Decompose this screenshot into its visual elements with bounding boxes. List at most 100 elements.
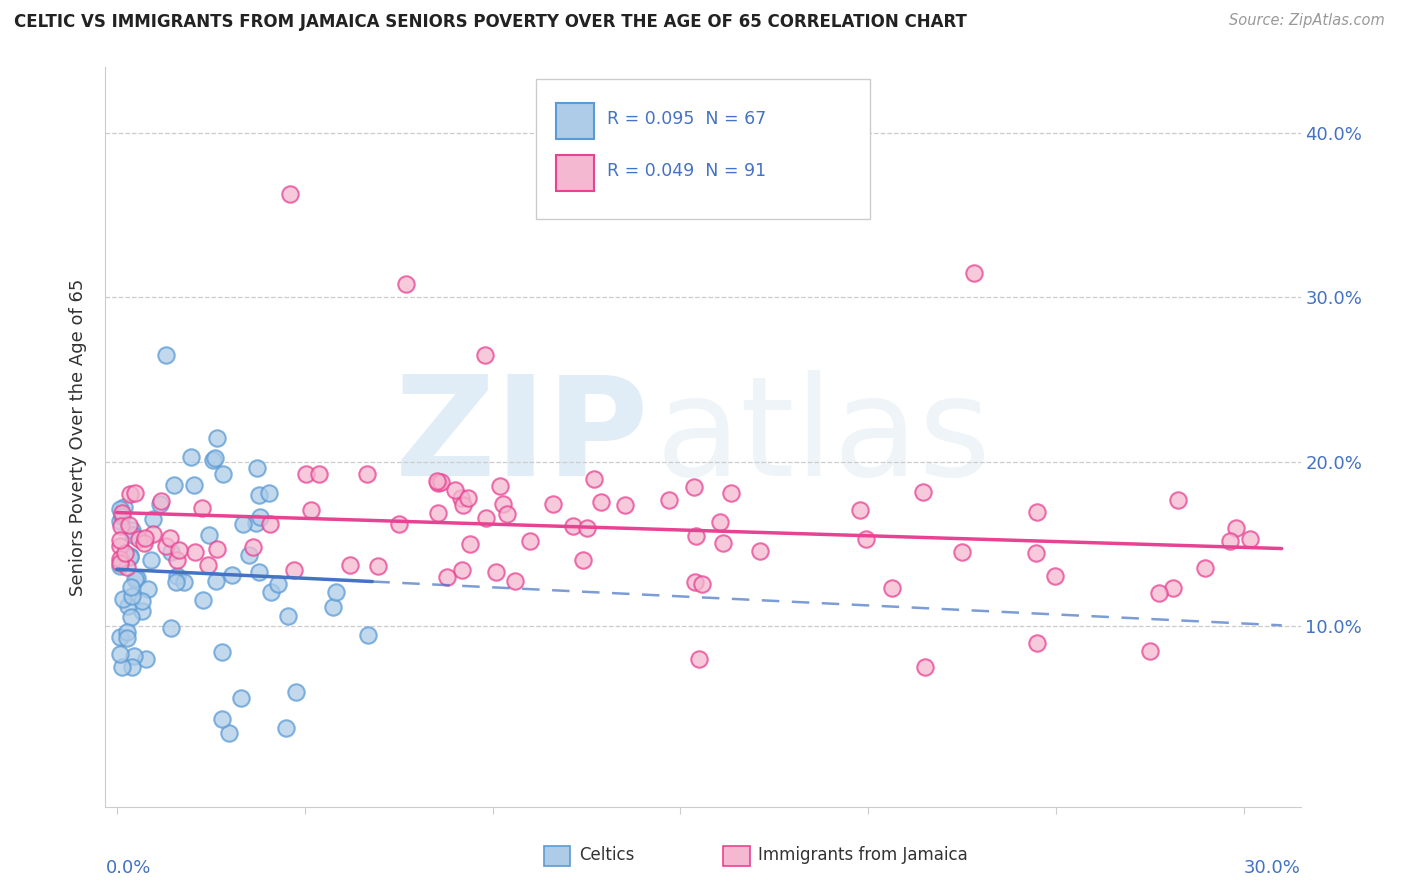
Point	[160, 621, 183, 635]
Text: atlas: atlas	[655, 369, 991, 505]
Point	[127, 571, 149, 585]
Point	[325, 585, 347, 599]
Point	[450, 491, 472, 505]
Point	[1167, 493, 1189, 508]
Point	[115, 624, 138, 639]
Point	[166, 553, 188, 567]
Point	[450, 563, 472, 577]
Point	[284, 685, 307, 699]
Point	[457, 491, 479, 505]
Point	[475, 511, 498, 525]
Point	[503, 574, 526, 588]
Y-axis label: Seniors Poverty Over the Age of 65: Seniors Poverty Over the Age of 65	[69, 278, 87, 596]
Point	[485, 566, 508, 580]
Point	[245, 516, 267, 530]
Point	[110, 502, 132, 516]
Point	[191, 593, 214, 607]
Point	[184, 545, 207, 559]
Point	[114, 546, 136, 560]
Point	[458, 536, 481, 550]
Text: 30.0%: 30.0%	[1244, 859, 1301, 877]
Point	[849, 503, 872, 517]
FancyBboxPatch shape	[544, 846, 571, 866]
Point	[1147, 586, 1170, 600]
Point	[112, 500, 135, 514]
Point	[150, 493, 173, 508]
Point	[173, 575, 195, 590]
Point	[260, 585, 283, 599]
Point	[882, 581, 904, 595]
Point	[149, 497, 172, 511]
Point	[685, 529, 707, 543]
Point	[855, 533, 877, 547]
Point	[395, 277, 418, 291]
Point	[231, 690, 253, 705]
Point	[159, 531, 181, 545]
Point	[117, 599, 139, 613]
Text: ZIP: ZIP	[395, 369, 650, 505]
Point	[190, 501, 212, 516]
Point	[451, 498, 474, 512]
Point	[492, 497, 515, 511]
Point	[115, 632, 138, 646]
Point	[232, 517, 254, 532]
Point	[131, 594, 153, 608]
Point	[111, 660, 134, 674]
Point	[183, 478, 205, 492]
Text: Celtics: Celtics	[579, 847, 634, 864]
Point	[110, 558, 132, 573]
Point	[204, 574, 226, 588]
Point	[118, 517, 141, 532]
FancyBboxPatch shape	[555, 155, 595, 191]
Point	[430, 475, 453, 489]
Point	[367, 559, 389, 574]
Point	[572, 553, 595, 567]
Point	[1239, 532, 1261, 546]
Point	[962, 266, 984, 280]
Point	[198, 527, 221, 541]
Point	[267, 577, 290, 591]
Point	[436, 570, 458, 584]
Point	[308, 467, 330, 481]
Text: Immigrants from Jamaica: Immigrants from Jamaica	[758, 847, 967, 864]
Point	[1219, 534, 1241, 549]
FancyBboxPatch shape	[723, 846, 749, 866]
Point	[142, 512, 165, 526]
Point	[128, 532, 150, 546]
Point	[122, 649, 145, 664]
Point	[131, 604, 153, 618]
Point	[121, 660, 143, 674]
Point	[197, 558, 219, 573]
Point	[110, 507, 132, 521]
Point	[950, 545, 973, 559]
Point	[749, 543, 772, 558]
Point	[124, 572, 146, 586]
Point	[211, 712, 233, 726]
Point	[163, 478, 186, 492]
Point	[259, 517, 281, 532]
Point	[204, 451, 226, 466]
Point	[180, 450, 202, 464]
Point	[688, 652, 710, 666]
Text: 0.0%: 0.0%	[105, 859, 150, 877]
Point	[205, 432, 228, 446]
Point	[277, 608, 299, 623]
Point	[139, 553, 162, 567]
Point	[165, 574, 187, 589]
Text: CELTIC VS IMMIGRANTS FROM JAMAICA SENIORS POVERTY OVER THE AGE OF 65 CORRELATION: CELTIC VS IMMIGRANTS FROM JAMAICA SENIOR…	[14, 13, 967, 31]
Text: Source: ZipAtlas.com: Source: ZipAtlas.com	[1229, 13, 1385, 29]
Point	[474, 348, 496, 362]
Point	[356, 467, 378, 482]
Point	[589, 495, 612, 509]
Point	[132, 535, 155, 549]
Point	[211, 645, 233, 659]
Point	[427, 506, 450, 520]
Point	[155, 348, 177, 362]
Point	[122, 527, 145, 541]
Point	[283, 563, 305, 577]
Point	[541, 497, 564, 511]
Point	[202, 452, 225, 467]
Point	[166, 569, 188, 583]
Point	[121, 589, 143, 603]
Point	[120, 549, 142, 564]
